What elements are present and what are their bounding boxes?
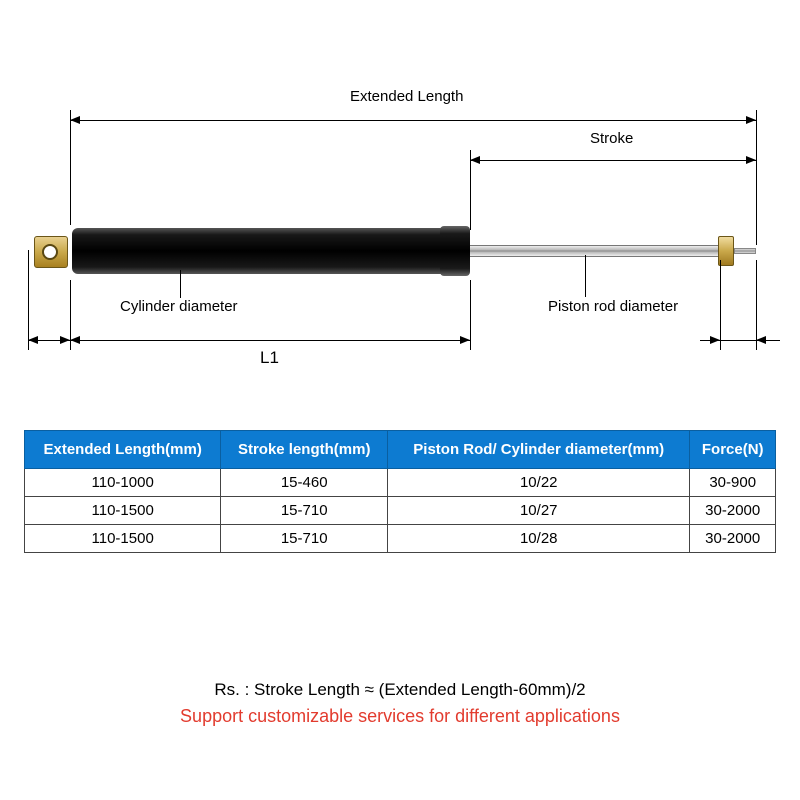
cylinder-body	[72, 228, 452, 274]
label-stroke: Stroke	[590, 130, 633, 147]
tagline: Support customizable services for differ…	[0, 706, 800, 727]
dim-line-stroke	[470, 160, 756, 161]
ext-line	[470, 280, 471, 350]
table-header-row: Extended Length(mm) Stroke length(mm) Pi…	[25, 431, 776, 469]
label-piston-rod-diameter: Piston rod diameter	[548, 298, 678, 315]
arrow-icon	[470, 156, 480, 164]
cell: 30-900	[690, 469, 776, 497]
label-cylinder-diameter: Cylinder diameter	[120, 298, 238, 315]
cell: 15-710	[221, 497, 388, 525]
col-header: Extended Length(mm)	[25, 431, 221, 469]
dim-line-l1	[70, 340, 470, 341]
clevis-end	[28, 230, 72, 274]
col-header: Piston Rod/ Cylinder diameter(mm)	[388, 431, 690, 469]
technical-diagram: Extended Length Stroke Cylinder diameter…	[0, 100, 800, 380]
arrow-icon	[756, 336, 766, 344]
formula-note: Rs. : Stroke Length ≈ (Extended Length-6…	[0, 680, 800, 700]
arrow-icon	[70, 116, 80, 124]
cylinder-cap	[440, 226, 470, 276]
leader-line	[585, 255, 586, 297]
leader-line	[180, 270, 181, 298]
arrow-icon	[70, 336, 80, 344]
table-row: 110-1500 15-710 10/28 30-2000	[25, 525, 776, 553]
arrow-icon	[746, 156, 756, 164]
cell: 110-1500	[25, 525, 221, 553]
label-l1: L1	[260, 348, 279, 368]
table-row: 110-1500 15-710 10/27 30-2000	[25, 497, 776, 525]
cell: 110-1500	[25, 497, 221, 525]
arrow-icon	[746, 116, 756, 124]
piston-rod	[470, 245, 720, 257]
ext-line	[756, 110, 757, 245]
col-header: Force(N)	[690, 431, 776, 469]
cell: 10/28	[388, 525, 690, 553]
arrow-icon	[710, 336, 720, 344]
cell: 30-2000	[690, 525, 776, 553]
table-row: 110-1000 15-460 10/22 30-900	[25, 469, 776, 497]
ext-line	[70, 110, 71, 225]
label-extended-length: Extended Length	[350, 88, 463, 105]
cell: 15-710	[221, 525, 388, 553]
ext-line	[28, 250, 29, 350]
cell: 15-460	[221, 469, 388, 497]
ext-line	[720, 260, 721, 350]
cell: 10/27	[388, 497, 690, 525]
rod-tip	[734, 248, 756, 254]
dim-line-extended	[70, 120, 756, 121]
col-header: Stroke length(mm)	[221, 431, 388, 469]
cell: 10/22	[388, 469, 690, 497]
cell: 30-2000	[690, 497, 776, 525]
cell: 110-1000	[25, 469, 221, 497]
arrow-icon	[28, 336, 38, 344]
arrow-icon	[60, 336, 70, 344]
arrow-icon	[460, 336, 470, 344]
spec-table: Extended Length(mm) Stroke length(mm) Pi…	[24, 430, 776, 553]
